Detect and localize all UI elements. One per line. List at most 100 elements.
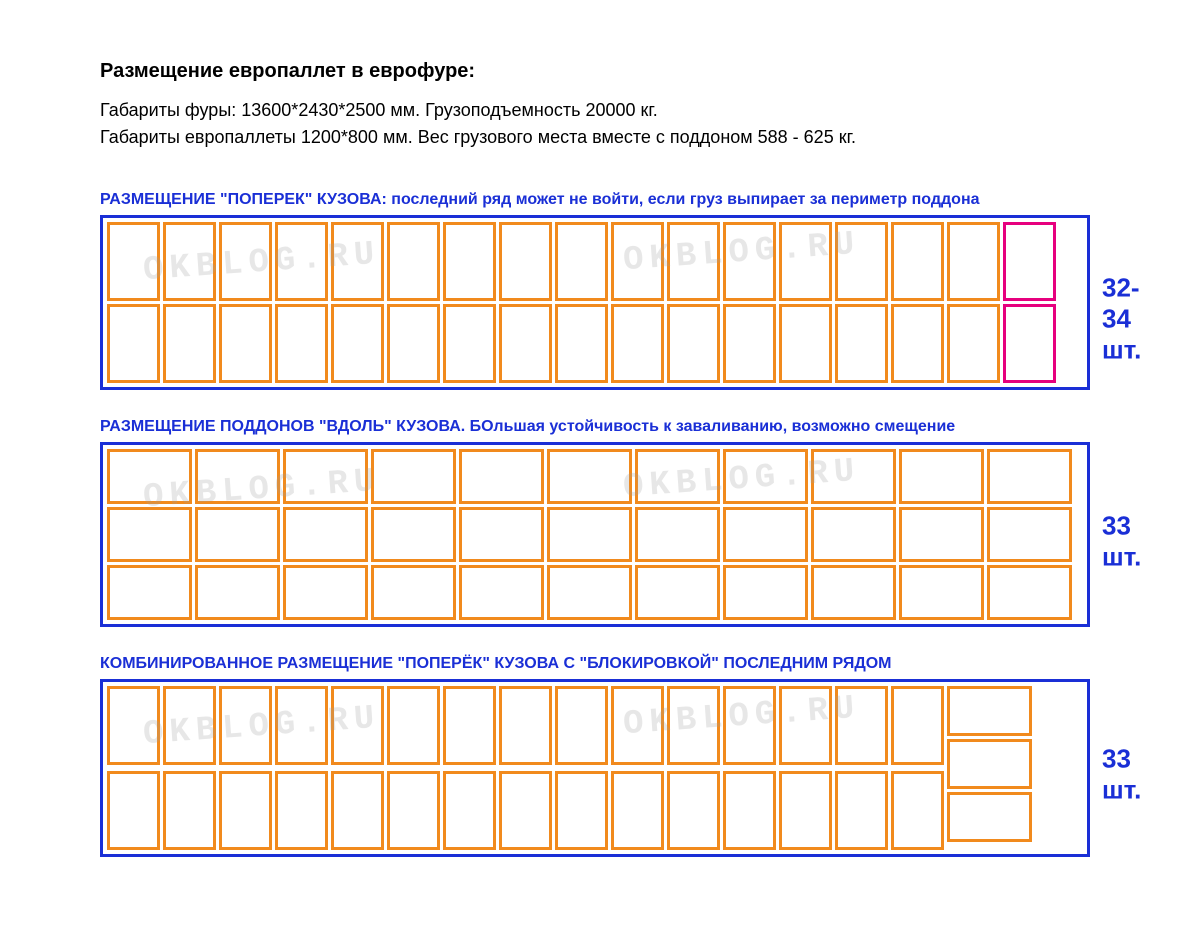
pallet — [1003, 222, 1056, 301]
pallet — [195, 449, 280, 504]
pallet — [891, 686, 944, 765]
count-label: 32-34шт. — [1102, 272, 1141, 366]
pallet — [499, 686, 552, 765]
pallet — [667, 304, 720, 383]
pallet — [107, 565, 192, 620]
pallet — [947, 222, 1000, 301]
pallet — [163, 686, 216, 765]
header: Размещение европаллет в еврофуре: Габари… — [100, 60, 1160, 151]
truck-row — [107, 222, 1083, 301]
pallet — [371, 565, 456, 620]
truck-row — [107, 565, 1083, 620]
pallet — [635, 507, 720, 562]
pallet — [387, 222, 440, 301]
pallet — [779, 686, 832, 765]
truck-row — [107, 449, 1083, 504]
pallet — [459, 449, 544, 504]
pallet — [667, 771, 720, 850]
pallet — [443, 771, 496, 850]
pallet — [811, 449, 896, 504]
pallet — [779, 771, 832, 850]
pallet — [331, 304, 384, 383]
pallet — [163, 222, 216, 301]
pallet — [499, 771, 552, 850]
pallet — [107, 222, 160, 301]
pallet — [779, 304, 832, 383]
pallet — [779, 222, 832, 301]
pallet — [899, 507, 984, 562]
layout-combined: КОМБИНИРОВАННОЕ РАЗМЕЩЕНИЕ "ПОПЕРЁК" КУЗ… — [100, 655, 1160, 857]
truck-outline: OKBLOG.RUOKBLOG.RU — [100, 215, 1090, 390]
pallet — [443, 222, 496, 301]
pallet — [499, 222, 552, 301]
pallet — [891, 222, 944, 301]
layouts-container: РАЗМЕЩЕНИЕ "ПОПЕРЕК" КУЗОВА: последний р… — [100, 191, 1160, 857]
pallet — [635, 449, 720, 504]
pallet — [219, 686, 272, 765]
pallet — [987, 449, 1072, 504]
pallet — [555, 222, 608, 301]
pallet — [723, 222, 776, 301]
truck-outline: OKBLOG.RUOKBLOG.RU — [100, 442, 1090, 627]
pallet — [331, 686, 384, 765]
pallet — [835, 686, 888, 765]
pallet — [611, 304, 664, 383]
pallet — [947, 304, 1000, 383]
pallet — [891, 771, 944, 850]
pallet — [635, 565, 720, 620]
pallet — [195, 507, 280, 562]
pallet — [163, 771, 216, 850]
pallet — [107, 686, 160, 765]
pallet — [811, 507, 896, 562]
pallet — [459, 507, 544, 562]
truck-row — [107, 304, 1083, 383]
pallet — [611, 771, 664, 850]
pallet — [555, 304, 608, 383]
pallet — [331, 771, 384, 850]
layout-label: КОМБИНИРОВАННОЕ РАЗМЕЩЕНИЕ "ПОПЕРЁК" КУЗ… — [100, 655, 1160, 673]
pallet — [443, 686, 496, 765]
pallet — [899, 565, 984, 620]
pallet — [899, 449, 984, 504]
pallet — [1003, 304, 1056, 383]
pallet — [219, 222, 272, 301]
pallet — [947, 686, 1032, 736]
layout-along: РАЗМЕЩЕНИЕ ПОДДОНОВ "ВДОЛЬ" КУЗОВА. БОль… — [100, 418, 1160, 627]
pallet — [811, 565, 896, 620]
layout-across: РАЗМЕЩЕНИЕ "ПОПЕРЕК" КУЗОВА: последний р… — [100, 191, 1160, 390]
pallet — [547, 507, 632, 562]
pallet — [987, 507, 1072, 562]
truck-outline: OKBLOG.RUOKBLOG.RU — [100, 679, 1090, 857]
truck-row — [107, 507, 1083, 562]
pallet — [723, 771, 776, 850]
pallet — [891, 304, 944, 383]
pallet — [107, 304, 160, 383]
pallet — [163, 304, 216, 383]
pallet — [371, 449, 456, 504]
pallet — [275, 222, 328, 301]
pallet — [947, 739, 1032, 789]
pallet — [387, 686, 440, 765]
pallet — [555, 771, 608, 850]
pallet — [667, 686, 720, 765]
pallet — [723, 449, 808, 504]
count-label: 33шт. — [1102, 744, 1141, 806]
pallet — [459, 565, 544, 620]
pallet — [723, 507, 808, 562]
pallet — [443, 304, 496, 383]
pallet — [947, 792, 1032, 842]
pallet — [835, 771, 888, 850]
pallet — [331, 222, 384, 301]
pallet — [387, 304, 440, 383]
pallet — [835, 304, 888, 383]
pallet — [723, 304, 776, 383]
pallet — [835, 222, 888, 301]
pallet — [987, 565, 1072, 620]
pallet — [107, 449, 192, 504]
pallet — [275, 304, 328, 383]
pallet — [387, 771, 440, 850]
spec-line-2: Габариты европаллеты 1200*800 мм. Вес гр… — [100, 124, 1160, 151]
spec-line-1: Габариты фуры: 13600*2430*2500 мм. Грузо… — [100, 97, 1160, 124]
pallet — [667, 222, 720, 301]
pallet — [723, 686, 776, 765]
